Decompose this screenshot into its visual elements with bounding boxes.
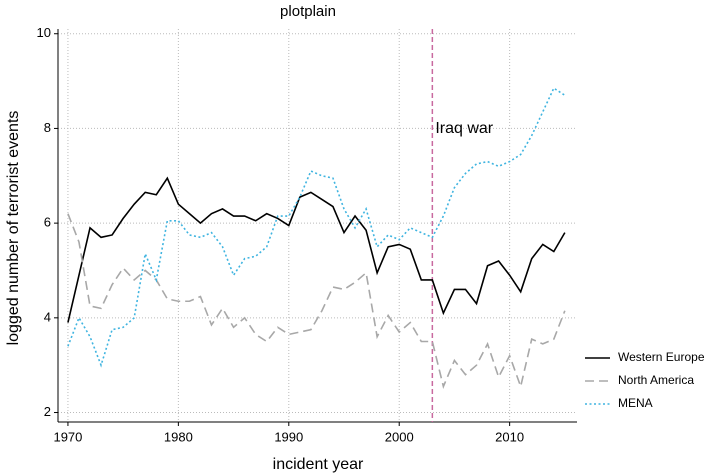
x-tick-label: 2000 bbox=[385, 429, 414, 444]
series-line bbox=[67, 176, 566, 323]
y-tick-label: 2 bbox=[44, 404, 51, 419]
x-tick-label: 1990 bbox=[274, 429, 303, 444]
legend-label: MENA bbox=[618, 396, 653, 410]
annotation: Iraq war bbox=[435, 120, 493, 137]
x-axis-label: incident year bbox=[273, 456, 364, 473]
y-tick-label: 8 bbox=[44, 120, 51, 135]
x-tick-label: 2010 bbox=[495, 429, 524, 444]
x-tick-label: 1980 bbox=[164, 429, 193, 444]
y-axis-label: logged number of terrorist events bbox=[5, 111, 22, 346]
chart-title: plotplain bbox=[280, 3, 336, 20]
series-line bbox=[67, 213, 566, 390]
y-tick-label: 6 bbox=[44, 215, 51, 230]
x-tick-label: 1970 bbox=[53, 429, 82, 444]
legend-label: Western Europe bbox=[618, 350, 705, 364]
legend-label: North America bbox=[618, 373, 694, 387]
series-line bbox=[67, 87, 566, 368]
y-tick-label: 4 bbox=[44, 309, 51, 324]
y-tick-label: 10 bbox=[37, 25, 51, 40]
